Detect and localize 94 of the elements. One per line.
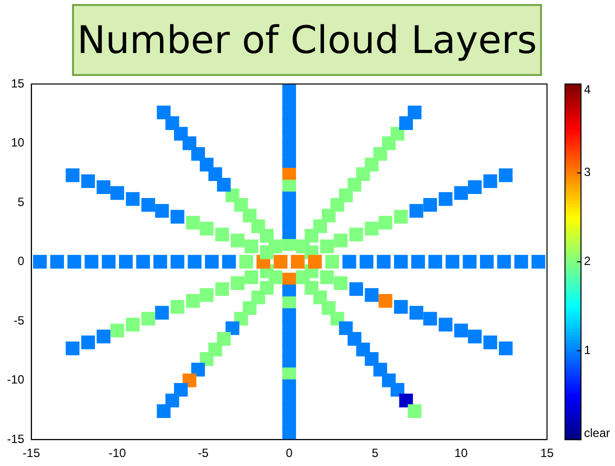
point [290, 254, 305, 269]
color-bar-label: 2 [584, 254, 591, 268]
color-bar-label: 4 [584, 82, 591, 96]
point [399, 394, 413, 408]
point [84, 254, 98, 269]
point [428, 254, 442, 269]
point [282, 426, 296, 440]
color-bar-label: 1 [584, 343, 591, 358]
point [188, 254, 202, 269]
y-tick-label: 0 [18, 254, 25, 268]
point [349, 282, 364, 296]
x-tick-label: 15 [540, 446, 554, 460]
x-tick-label: 0 [286, 446, 293, 460]
point [342, 254, 356, 269]
point [153, 254, 168, 269]
point [497, 254, 511, 269]
point [136, 254, 150, 269]
point [514, 254, 528, 269]
point [308, 254, 322, 269]
point [204, 254, 219, 269]
point [364, 158, 379, 172]
point [411, 254, 425, 269]
point [170, 210, 184, 224]
point [373, 147, 388, 161]
point [364, 352, 379, 366]
point [186, 294, 200, 308]
point [170, 254, 184, 269]
point [141, 312, 156, 326]
point [480, 254, 494, 269]
point [390, 126, 404, 141]
point [438, 318, 452, 332]
point [348, 178, 362, 192]
point [66, 168, 80, 182]
point [483, 336, 498, 350]
point [110, 186, 124, 200]
x-tick-label: 5 [372, 446, 379, 460]
color-bar-label: clear [584, 426, 610, 440]
point [200, 352, 214, 366]
point [126, 192, 140, 206]
color-bar-label: 3 [584, 165, 591, 180]
point [200, 158, 214, 172]
point [339, 321, 353, 336]
point [462, 254, 477, 269]
point [282, 84, 296, 97]
point [67, 254, 82, 269]
point [230, 276, 244, 290]
y-tick-label: 10 [10, 136, 25, 150]
point [322, 208, 336, 222]
point [191, 147, 205, 161]
point [454, 324, 468, 338]
point [50, 254, 64, 269]
point [182, 136, 196, 150]
point [390, 382, 404, 397]
chart-title: Number of Cloud Layers [72, 4, 542, 76]
point [313, 219, 327, 234]
point [156, 106, 171, 120]
point [423, 312, 437, 326]
point [242, 301, 256, 315]
point [215, 282, 229, 296]
y-tick-label: -10 [7, 372, 25, 387]
point [410, 306, 424, 320]
point [498, 341, 513, 356]
point [394, 254, 408, 269]
point [532, 254, 546, 269]
point [378, 294, 392, 308]
point [110, 324, 124, 338]
point [81, 174, 95, 188]
y-tick-label: 5 [18, 194, 25, 209]
point [446, 254, 460, 269]
point [33, 254, 47, 269]
point [244, 270, 258, 284]
y-tick-label: 15 [10, 76, 25, 90]
point [360, 254, 374, 269]
point [394, 300, 408, 314]
point [96, 180, 110, 194]
point [364, 288, 379, 302]
point [102, 254, 116, 269]
point [468, 330, 482, 344]
point [126, 318, 140, 332]
x-tick-label: 10 [454, 446, 468, 460]
point [141, 198, 156, 212]
point [170, 300, 184, 314]
point [339, 188, 353, 202]
y-tick-label: -15 [7, 432, 25, 446]
x-tick-label: -5 [198, 446, 209, 460]
point [200, 288, 214, 302]
point [376, 254, 391, 269]
point [274, 254, 288, 269]
y-tick-label: -5 [14, 313, 25, 328]
point [155, 204, 169, 218]
point [222, 254, 236, 269]
point [119, 254, 133, 269]
x-tick-label: -10 [108, 446, 126, 460]
point [348, 332, 362, 346]
